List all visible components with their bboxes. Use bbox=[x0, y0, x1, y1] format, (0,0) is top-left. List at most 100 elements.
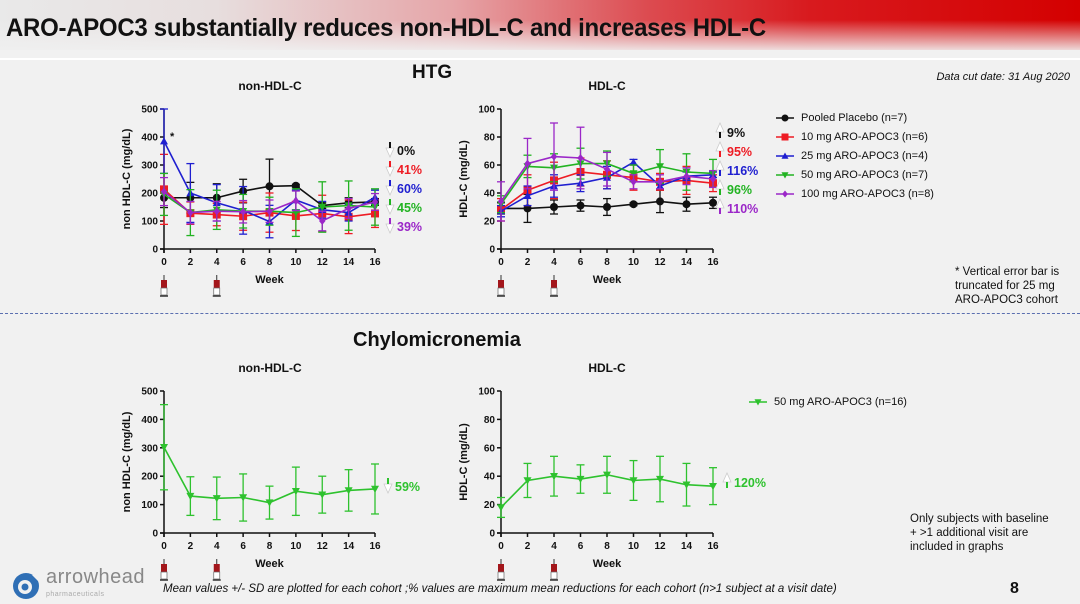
x-tick-label: 14 bbox=[343, 541, 355, 552]
data-point bbox=[291, 181, 300, 190]
chart-htg-hdl: HDL-C 0 20 40 60 80 100 0 2 4 6 8 10 12 14 16 Week HDL-C … bbox=[458, 79, 758, 297]
percent-change-label: 96% bbox=[715, 179, 752, 197]
data-point bbox=[212, 495, 221, 503]
truncation-note-line: ARO-APOC3 cohort bbox=[955, 294, 1058, 306]
legend-label: 10 mg ARO-APOC3 (n=6) bbox=[801, 130, 928, 143]
down-arrow-icon bbox=[385, 223, 395, 234]
header-banner bbox=[0, 0, 1080, 50]
percent-change-label: 60% bbox=[385, 180, 422, 196]
legend-marker bbox=[781, 152, 789, 159]
percent-change-value: 110% bbox=[727, 202, 758, 216]
x-tick-label: 16 bbox=[369, 541, 381, 552]
data-point bbox=[629, 477, 638, 485]
htg-legend: Pooled Placebo (n=7) 10 mg ARO-APOC3 (n=6… bbox=[775, 108, 934, 203]
percent-change-value: 96% bbox=[727, 183, 752, 197]
x-axis-label: Week bbox=[255, 274, 284, 286]
legend-marker bbox=[781, 114, 789, 121]
data-point bbox=[709, 198, 717, 207]
y-tick-label: 0 bbox=[489, 245, 495, 256]
x-tick-label: 4 bbox=[214, 541, 220, 552]
percent-change-label: 110% bbox=[715, 198, 758, 216]
x-tick-label: 2 bbox=[525, 257, 531, 268]
x-tick-label: 8 bbox=[267, 257, 273, 268]
down-arrow-icon bbox=[385, 147, 395, 158]
x-tick-label: 16 bbox=[707, 257, 719, 268]
y-axis-label: non HDL-C (mg/dL) bbox=[121, 411, 133, 512]
legend-item: 25 mg ARO-APOC3 (n=4) bbox=[775, 146, 934, 165]
y-tick-label: 200 bbox=[141, 189, 158, 200]
data-point bbox=[629, 200, 638, 209]
chart-title: non-HDL-C bbox=[238, 361, 302, 375]
syringe-dose-icon bbox=[212, 559, 221, 581]
legend-marker-icon bbox=[776, 171, 794, 178]
percent-change-value: 0% bbox=[397, 144, 415, 158]
y-tick-label: 0 bbox=[152, 529, 158, 540]
logo-name: arrowhead bbox=[46, 566, 146, 588]
x-tick-label: 10 bbox=[290, 257, 302, 268]
data-point bbox=[187, 208, 194, 217]
legend-label: 50 mg ARO-APOC3 (n=7) bbox=[801, 168, 928, 181]
legend-item: 100 mg ARO-APOC3 (n=8) bbox=[775, 184, 934, 203]
x-axis-label: Week bbox=[593, 558, 622, 570]
y-tick-label: 20 bbox=[484, 217, 496, 228]
y-tick-label: 60 bbox=[484, 161, 496, 172]
data-point bbox=[709, 482, 717, 491]
series-100-mg-aro-apoc3-n-8- bbox=[497, 122, 717, 222]
truncation-note: * Vertical error bar is truncated for 25… bbox=[955, 265, 1059, 307]
data-point bbox=[497, 197, 505, 206]
x-tick-label: 0 bbox=[498, 541, 504, 552]
series-50-mg-aro-apoc3-n-16- bbox=[160, 403, 379, 522]
series-50-mg-aro-apoc3-n-16- bbox=[497, 455, 717, 519]
x-tick-label: 16 bbox=[707, 541, 719, 552]
data-point bbox=[239, 207, 247, 216]
y-tick-label: 60 bbox=[484, 443, 496, 454]
truncation-note-line: * Vertical error bar is bbox=[955, 266, 1060, 278]
x-tick-label: 10 bbox=[628, 541, 640, 552]
percent-change-value: 9% bbox=[727, 126, 745, 140]
data-point bbox=[656, 177, 664, 186]
data-point bbox=[656, 197, 664, 206]
data-point bbox=[160, 187, 168, 196]
chart-title: HDL-C bbox=[588, 361, 626, 375]
header-divider bbox=[0, 58, 1080, 60]
data-point bbox=[576, 201, 585, 210]
up-arrow-icon bbox=[715, 122, 725, 133]
x-tick-label: 10 bbox=[290, 541, 302, 552]
data-point bbox=[213, 207, 220, 216]
y-tick-label: 80 bbox=[484, 133, 496, 144]
x-tick-label: 6 bbox=[578, 257, 584, 268]
subjects-note: Only subjects with baseline + >1 additio… bbox=[910, 512, 1049, 554]
x-tick-label: 12 bbox=[317, 541, 329, 552]
data-point bbox=[160, 444, 168, 452]
data-point bbox=[709, 175, 717, 183]
syringe-dose-icon bbox=[497, 275, 505, 297]
chart-title: HDL-C bbox=[588, 79, 626, 93]
x-tick-label: 0 bbox=[161, 541, 167, 552]
x-tick-label: 8 bbox=[604, 541, 610, 552]
data-point bbox=[629, 170, 638, 178]
legend-label: 50 mg ARO-APOC3 (n=16) bbox=[774, 395, 907, 408]
section-title-chylomicronemia: Chylomicronemia bbox=[353, 329, 521, 351]
x-tick-label: 0 bbox=[498, 257, 504, 268]
subjects-note-line: Only subjects with baseline bbox=[910, 513, 1049, 525]
company-logo: arrowhead pharmaceuticals bbox=[12, 566, 146, 604]
data-point bbox=[523, 191, 532, 199]
chart-chylo-hdl: HDL-C 0 20 40 60 80 100 0 2 4 6 8 10 12 14 16 Week HDL-C … bbox=[458, 361, 766, 581]
subjects-note-line: included in graphs bbox=[910, 541, 1004, 553]
y-tick-label: 40 bbox=[484, 472, 496, 483]
syringe-dose-icon bbox=[160, 275, 168, 297]
slide-title: ARO-APOC3 substantially reduces non-HDL-… bbox=[6, 14, 766, 42]
data-point bbox=[577, 154, 584, 162]
series-100-mg-aro-apoc3-n-8- bbox=[160, 176, 379, 232]
x-tick-label: 14 bbox=[681, 541, 693, 552]
legend-marker-icon bbox=[776, 190, 794, 197]
legend-item: 50 mg ARO-APOC3 (n=16) bbox=[748, 392, 907, 411]
legend-item: 10 mg ARO-APOC3 (n=6) bbox=[775, 127, 934, 146]
percent-change-value: 95% bbox=[727, 145, 752, 159]
percent-change-value: 60% bbox=[397, 182, 422, 196]
data-point bbox=[265, 182, 274, 191]
x-tick-label: 4 bbox=[551, 541, 557, 552]
y-axis-label: non HDL-C (mg/dL) bbox=[121, 128, 133, 229]
footer-note: Mean values +/- SD are plotted for each … bbox=[163, 583, 837, 595]
